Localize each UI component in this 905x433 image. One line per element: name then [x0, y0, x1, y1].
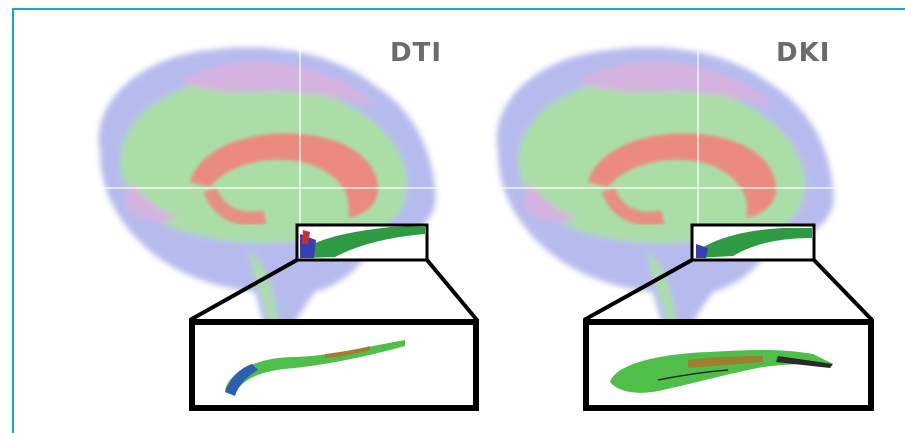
frame-left-border	[12, 8, 14, 433]
dki-connector-right	[812, 258, 874, 322]
dki-connector-left	[583, 258, 693, 322]
dti-connector-left	[189, 258, 298, 322]
dti-connector-right	[425, 258, 479, 322]
dti-brain-image	[80, 12, 479, 411]
brain-tractography	[98, 47, 436, 342]
dki-label: DKI	[776, 38, 831, 68]
dti-inset-tract	[225, 340, 405, 394]
corpus-callosum	[190, 133, 379, 217]
dti-panel: DTI	[60, 12, 490, 433]
brain-tractography	[496, 47, 834, 342]
corpus-callosum	[588, 133, 777, 217]
frame-top-border	[12, 8, 905, 10]
dki-brain-image	[478, 12, 874, 411]
dti-inset	[189, 319, 479, 411]
dti-label: DTI	[390, 38, 442, 68]
dki-panel: DKI	[458, 12, 888, 433]
